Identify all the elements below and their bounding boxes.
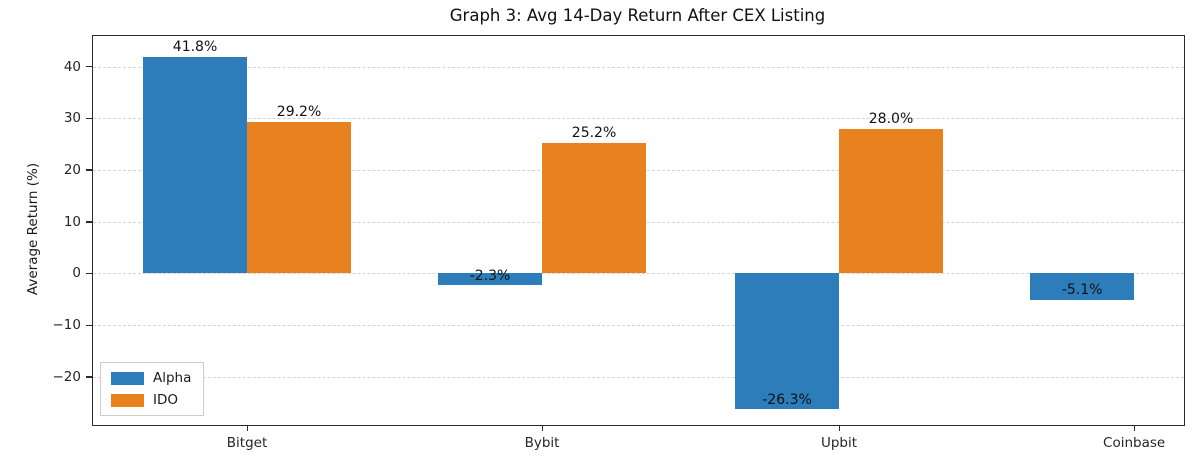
gridline (93, 376, 1184, 378)
x-tick-label-coinbase: Coinbase (1103, 435, 1166, 451)
bar-value-label: -26.3% (762, 391, 812, 408)
y-tick-label: 10 (63, 213, 81, 230)
gridline (93, 325, 1184, 327)
bar-value-label: 25.2% (571, 125, 617, 142)
bar-value-label: 29.2% (276, 104, 322, 121)
bar-ido-bybit (542, 143, 647, 274)
x-tick-mark (838, 425, 840, 431)
chart-title: Graph 3: Avg 14-Day Return After CEX Lis… (449, 6, 826, 25)
bar-alpha-coinbase (1030, 273, 1135, 300)
y-tick-mark (86, 221, 93, 223)
y-tick-mark (86, 66, 93, 68)
x-tick-mark (1133, 425, 1135, 431)
legend-label-ido: IDO (153, 392, 179, 408)
x-tick-mark (541, 425, 543, 431)
y-tick-mark (86, 376, 93, 378)
bar-value-label: 41.8% (172, 39, 218, 56)
legend-item-alpha: Alpha (111, 370, 191, 386)
plot-area: −20 −10 0 10 20 30 40 Bitget Bybit Upbit Coinbase 4… (53, 35, 1185, 451)
x-tick-label-upbit: Upbit (820, 435, 858, 451)
y-tick-label: 40 (63, 58, 81, 75)
legend-swatch-alpha (111, 371, 144, 385)
legend-item-ido: IDO (111, 392, 191, 408)
legend-label-alpha: Alpha (153, 370, 192, 386)
y-tick-label: 0 (72, 265, 81, 282)
gridline (93, 273, 1184, 275)
y-tick-mark (86, 169, 93, 171)
y-tick-mark (86, 272, 93, 275)
x-tick-mark (246, 425, 248, 431)
y-tick-label: 20 (63, 161, 81, 178)
bar-alpha-upbit (735, 273, 840, 410)
y-tick-mark (86, 324, 93, 326)
bar-value-label: -5.1% (1061, 282, 1103, 299)
bar-ido-bitget (247, 122, 352, 274)
y-tick-label: −10 (52, 317, 82, 334)
bar-value-label: -2.3% (469, 267, 511, 284)
bar-ido-upbit (839, 128, 944, 274)
legend: Alpha IDO (100, 362, 205, 416)
y-tick-label: 30 (63, 110, 81, 127)
bar-value-label: 28.0% (868, 110, 914, 127)
x-tick-label-bybit: Bybit (524, 435, 560, 451)
bar-alpha-bybit (438, 273, 543, 286)
gridline (93, 66, 1184, 68)
bar-alpha-bitget (143, 57, 248, 274)
gridline (93, 118, 1184, 120)
y-tick-mark (86, 117, 93, 120)
y-tick-label: −20 (52, 368, 82, 385)
legend-swatch-ido (111, 393, 144, 407)
x-tick-label-bitget: Bitget (226, 435, 268, 451)
